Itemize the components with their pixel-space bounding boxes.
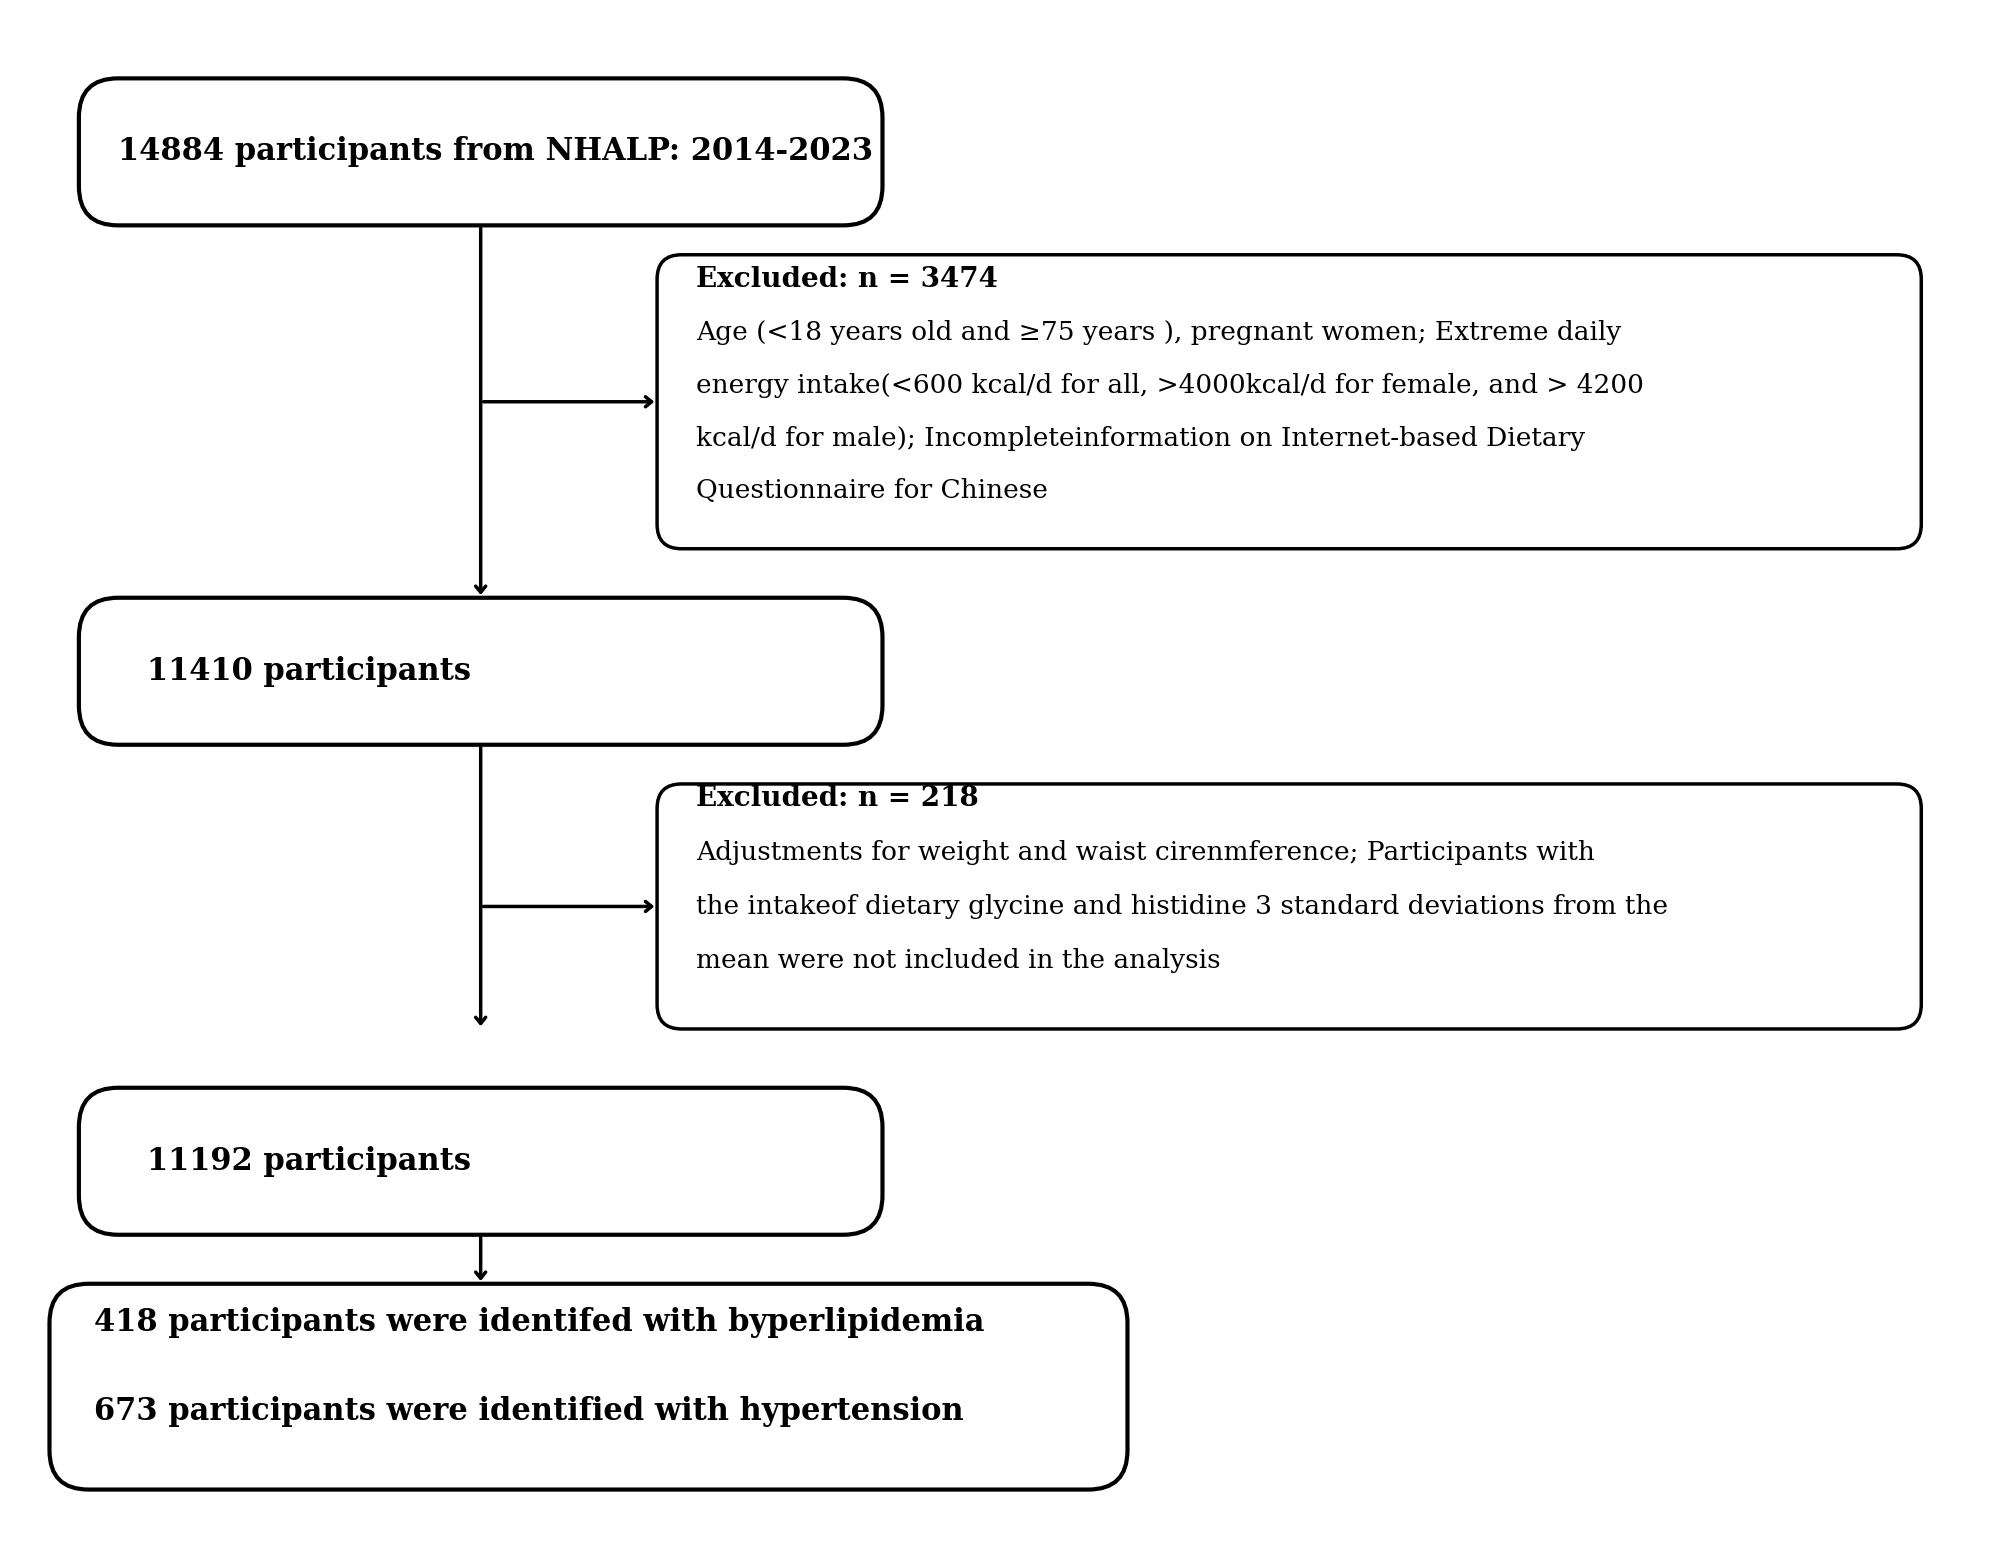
Text: mean were not included in the analysis: mean were not included in the analysis [696,948,1220,973]
Text: 14884 participants from NHALP: 2014-2023: 14884 participants from NHALP: 2014-2023 [118,136,873,167]
FancyBboxPatch shape [50,1284,1126,1489]
Text: Excluded: n = 3474: Excluded: n = 3474 [696,266,997,292]
Text: 418 participants were identifed with byperlipidemia: 418 participants were identifed with byp… [94,1308,983,1339]
FancyBboxPatch shape [656,784,1921,1029]
Text: the intakeof dietary glycine and histidine 3 standard deviations from the: the intakeof dietary glycine and histidi… [696,895,1668,920]
FancyBboxPatch shape [78,1087,881,1234]
FancyBboxPatch shape [656,255,1921,549]
Text: Excluded: n = 218: Excluded: n = 218 [696,785,979,812]
FancyBboxPatch shape [78,597,881,744]
Text: energy intake(<600 kcal/d for all, >4000kcal/d for female, and > 4200: energy intake(<600 kcal/d for all, >4000… [696,372,1644,397]
Text: Adjustments for weight and waist cirenmference; Participants with: Adjustments for weight and waist cirenmf… [696,840,1594,865]
Text: 11410 participants: 11410 participants [147,655,472,687]
Text: Age (<18 years old and ≥75 years ), pregnant women; Extreme daily: Age (<18 years old and ≥75 years ), preg… [696,319,1622,344]
Text: 673 participants were identified with hypertension: 673 participants were identified with hy… [94,1395,963,1426]
Text: kcal/d for male); Incompleteinformation on Internet-based Dietary: kcal/d for male); Incompleteinformation … [696,425,1586,450]
Text: 11192 participants: 11192 participants [147,1146,472,1176]
FancyBboxPatch shape [78,78,881,225]
Text: Questionnaire for Chinese: Questionnaire for Chinese [696,479,1048,504]
